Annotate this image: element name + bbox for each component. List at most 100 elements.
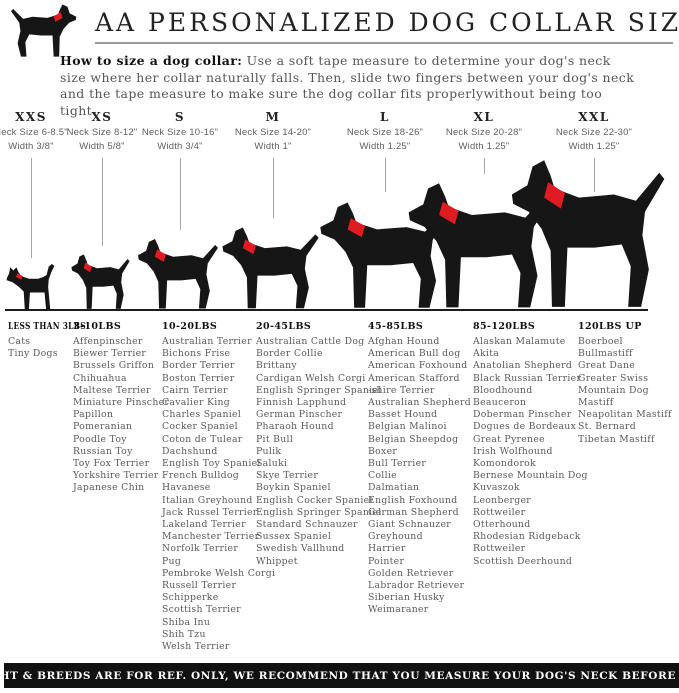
breed-item: Anatolian Shepherd [473,360,573,372]
breed-item: Russell Terrier [162,580,237,592]
pointer-line [484,158,485,174]
logo-dog-icon [6,2,78,58]
breed-item: Great Pyrenee [473,433,545,445]
breed-item: Biewer Terrier [73,348,147,360]
breed-item: Siberian Husky [368,592,445,604]
weight-range-label: LESS THAN 3LBS [8,321,86,332]
breed-column-120lbs-up: 120LBS UP Boerboel Bullmastiff Great Dane G… [578,321,679,446]
breed-item: Whippet [256,555,298,567]
breed-item: Giant Schnauzer [368,519,452,531]
breed-column-20-45lbs: 20-45LBS Australian Cattle Dog Border Col… [256,321,382,568]
breed-item: Border Collie [256,348,323,360]
breed-item: Maltese Terrier [73,384,151,396]
breed-item: Leonberger [473,494,532,506]
breed-item: Komondorok [473,458,536,470]
breed-item: Bernese Mountain Dog [473,470,588,482]
breed-item: Black Russian Terrier [473,372,582,384]
breed-item: Australian Cattle Dog [256,336,365,347]
breed-item: Boxer [368,445,398,457]
breed-item: Dalmatian [368,482,420,494]
size-label: XL [473,110,495,124]
size-label: XS [91,110,113,124]
breed-item: Shih Tzu [162,628,206,640]
size-column-xxl: XXL Neck Size 22-30" Width 1.25" [529,110,659,152]
breed-column-10-20lbs: 10-20LBS Australian Terrier Bichons Frise… [162,321,275,653]
title-divider [95,42,673,44]
breed-item: Kuvaszok [473,482,520,494]
breed-item: Beauceron [473,397,527,409]
breed-item: Japanese Chin [73,482,145,494]
pointer-line [594,158,595,192]
size-label: L [380,110,390,124]
breed-list: Affenpinscher Biewer Terrier Brussels Grif… [73,336,177,495]
breed-item: Welsh Terrier [162,641,230,653]
instructions-body: Use a soft tape measure to determine you… [60,53,635,118]
breed-item: English Cocker Spaniel [256,494,373,506]
breed-column-3-10lbs: 3-10LBS Affenpinscher Biewer Terrier Bruss… [73,321,177,495]
collar-width-label: Width 1" [254,141,292,152]
pointer-line [385,158,386,192]
breed-item: Boston Terrier [162,372,235,384]
weight-range-label: 10-20LBS [162,321,218,332]
breed-item: Great Dane [578,360,636,372]
breed-item: Finnish Lapphund [256,397,347,409]
breed-item: -shire Terrier [368,384,435,396]
great-dane-silhouette-icon [508,154,676,310]
breed-item: English Springer Spaniel [256,384,382,396]
breed-item: Papillon [73,409,114,421]
breed-item: Cavalier King [162,397,231,409]
breed-item: Alaskan Malamute [473,336,566,347]
breed-item: Miniature Pinscher [73,397,170,409]
breed-item: Pomeranian [73,421,133,433]
breed-item: Pointer [368,555,405,567]
weight-range-label: 85-120LBS [473,321,536,332]
pointer-line [180,158,181,230]
breed-item: Brittany [256,360,297,372]
breed-item: Pit Bull [256,433,294,445]
breed-item: Rottweiler [473,506,526,518]
breed-list: Cats Tiny Dogs [8,336,112,360]
size-column-xl: XL Neck Size 20-28" Width 1.25" [419,110,549,152]
breed-item: Labrador Retriever [368,580,465,592]
breed-item: American Foxhound [368,360,468,372]
neck-size-label: Neck Size 20-28" [445,127,523,138]
breed-item: German Shepherd [368,506,459,518]
size-column-m: M Neck Size 14-20" Width 1" [208,110,338,152]
breed-list: Afghan Hound American Bull dog American Fo… [368,336,472,617]
pointer-line [31,158,32,258]
size-label: XXS [15,110,47,124]
neck-size-label: Neck Size 8-12" [66,127,138,138]
breed-item: Rhodesian Ridgeback [473,531,581,543]
breed-item: Manchester Terrier [162,531,260,543]
breed-item: English Toy Spaniel [162,458,261,470]
breed-item: Yorkshire Terrier [73,470,159,482]
instructions-lead: How to size a dog collar: [60,53,243,68]
breed-item: Sussex Spaniel [256,531,332,543]
breed-item: Tibetan Mastiff [578,433,655,445]
collar-width-label: Width 3/8" [8,141,54,152]
breed-item: St. Bernard [578,421,637,433]
breed-item: Affenpinscher [73,336,143,347]
size-label: M [265,110,281,124]
breed-item: Golden Retriever [368,567,454,579]
breed-item: Irish Wolfhound [473,445,553,457]
breed-item: Standard Schnauzer [256,519,358,531]
breed-item: Belgian Sheepdog [368,433,459,445]
breed-item: Pharaoh Hound [256,421,334,433]
breed-item: Weimaraner [368,604,429,616]
breed-item: Italian Greyhound [162,494,253,506]
breed-item: German Pinscher [256,409,343,421]
size-column-xs: XS Neck Size 8-12" Width 5/8" [37,110,167,152]
neck-size-label: Neck Size 6-8.5" [0,127,68,138]
breed-item: Neapolitan Mastiff [578,409,672,421]
breed-item: American Stafford [368,372,460,384]
breed-item: Rottweiler [473,543,526,555]
breed-item: Cats [8,336,31,347]
breed-item: Dachshund [162,445,218,457]
size-label: S [174,110,186,124]
breed-item: Afghan Hound [368,336,440,347]
footer-disclaimer-bar: DOG WEIGHT & BREEDS ARE FOR REF. ONLY, W… [0,663,679,688]
breed-item: Bichons Frise [162,348,231,360]
breed-item: Mastiff [578,397,614,409]
size-column-s: S Neck Size 10-16" Width 3/4" [115,110,245,152]
